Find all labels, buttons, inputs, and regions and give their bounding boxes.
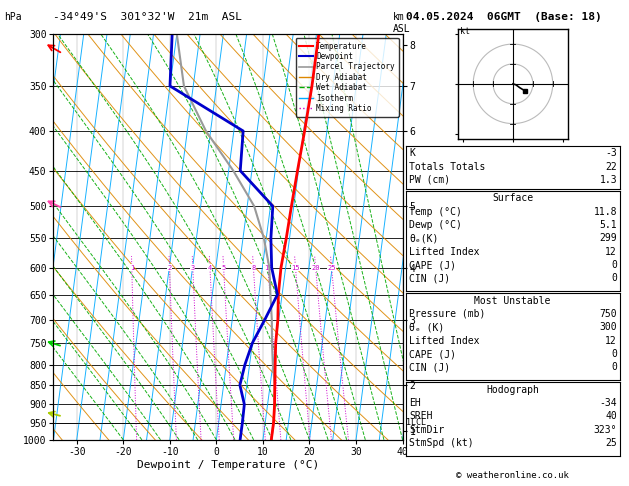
Text: 25: 25: [605, 438, 617, 448]
Text: 8: 8: [251, 265, 255, 271]
Text: 15: 15: [291, 265, 300, 271]
Text: 5.1: 5.1: [599, 220, 617, 230]
Text: 299: 299: [599, 233, 617, 243]
Text: 22: 22: [605, 161, 617, 172]
Text: PW (cm): PW (cm): [409, 175, 450, 185]
Text: Lifted Index: Lifted Index: [409, 336, 480, 346]
Text: -3: -3: [605, 148, 617, 158]
Text: 25: 25: [327, 265, 336, 271]
Text: km
ASL: km ASL: [393, 12, 411, 34]
Legend: Temperature, Dewpoint, Parcel Trajectory, Dry Adiabat, Wet Adiabat, Isotherm, Mi: Temperature, Dewpoint, Parcel Trajectory…: [296, 38, 399, 117]
Text: 2: 2: [167, 265, 172, 271]
Text: 5: 5: [221, 265, 226, 271]
Text: 0: 0: [611, 260, 617, 270]
Text: 1.3: 1.3: [599, 175, 617, 185]
Text: CIN (J): CIN (J): [409, 363, 450, 372]
Text: 0: 0: [611, 349, 617, 359]
Text: 04.05.2024  06GMT  (Base: 18): 04.05.2024 06GMT (Base: 18): [406, 12, 601, 22]
Text: Totals Totals: Totals Totals: [409, 161, 486, 172]
Text: 12: 12: [605, 247, 617, 257]
Text: Pressure (mb): Pressure (mb): [409, 309, 486, 319]
Text: 0: 0: [611, 363, 617, 372]
Text: 12: 12: [605, 336, 617, 346]
Text: Most Unstable: Most Unstable: [474, 295, 551, 306]
Text: CAPE (J): CAPE (J): [409, 260, 457, 270]
Text: Hodograph: Hodograph: [486, 385, 539, 395]
Text: K: K: [409, 148, 415, 158]
Text: 750: 750: [599, 309, 617, 319]
Text: 11.8: 11.8: [594, 207, 617, 217]
Text: Lifted Index: Lifted Index: [409, 247, 480, 257]
Text: Surface: Surface: [492, 193, 533, 203]
Text: 3: 3: [191, 265, 195, 271]
Text: 323°: 323°: [594, 425, 617, 435]
X-axis label: Dewpoint / Temperature (°C): Dewpoint / Temperature (°C): [137, 460, 319, 469]
Text: StmDir: StmDir: [409, 425, 445, 435]
Text: 1: 1: [130, 265, 134, 271]
Text: © weatheronline.co.uk: © weatheronline.co.uk: [456, 471, 569, 480]
Text: 0: 0: [611, 274, 617, 283]
Text: θₑ(K): θₑ(K): [409, 233, 439, 243]
Text: Dewp (°C): Dewp (°C): [409, 220, 462, 230]
Text: Temp (°C): Temp (°C): [409, 207, 462, 217]
Text: EH: EH: [409, 398, 421, 408]
Text: -34°49'S  301°32'W  21m  ASL: -34°49'S 301°32'W 21m ASL: [53, 12, 242, 22]
Text: CAPE (J): CAPE (J): [409, 349, 457, 359]
Text: θₑ (K): θₑ (K): [409, 322, 445, 332]
Text: 4: 4: [208, 265, 212, 271]
Text: hPa: hPa: [4, 12, 21, 22]
Text: SREH: SREH: [409, 411, 433, 421]
Text: kt: kt: [460, 27, 470, 36]
Text: 10: 10: [264, 265, 272, 271]
Text: 1LCL: 1LCL: [406, 418, 426, 427]
Text: 300: 300: [599, 322, 617, 332]
Text: CIN (J): CIN (J): [409, 274, 450, 283]
Text: 20: 20: [311, 265, 320, 271]
Text: StmSpd (kt): StmSpd (kt): [409, 438, 474, 448]
Text: -34: -34: [599, 398, 617, 408]
Text: 40: 40: [605, 411, 617, 421]
